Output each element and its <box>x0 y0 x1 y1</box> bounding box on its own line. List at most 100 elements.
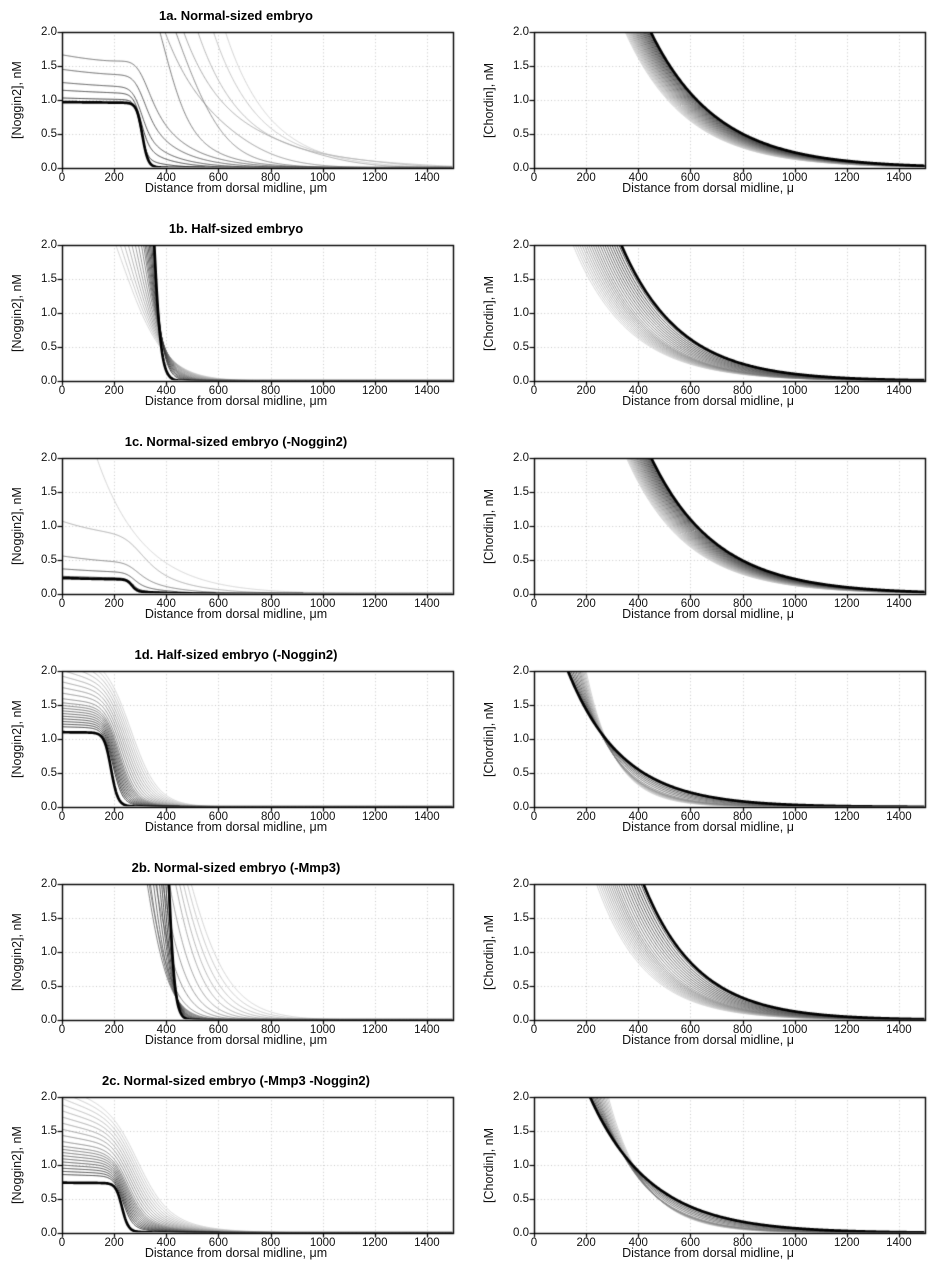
y-tick-label: 1.5 <box>41 59 57 72</box>
y-tick-label: 1.5 <box>41 698 57 711</box>
x-tick-label: 1000 <box>309 1024 336 1036</box>
panel-title: 2c. Normal-sized embryo (-Mmp3 -Noggin2) <box>102 1073 370 1088</box>
x-tick-label: 1400 <box>886 172 912 184</box>
x-tick-label: 600 <box>680 172 700 184</box>
x-tick-label: 800 <box>732 598 753 610</box>
x-tick-label: 1200 <box>834 1024 860 1036</box>
y-tick-label: 2.0 <box>513 25 529 38</box>
x-axis-label: Distance from dorsal midline, μm <box>144 394 328 408</box>
y-tick-label: 2.0 <box>41 25 57 38</box>
x-tick-label: 0 <box>58 172 66 184</box>
x-tick-label: 1200 <box>362 385 388 397</box>
plot-canvas <box>0 852 472 1065</box>
panel-2b-noggin2: 2b. Normal-sized embryo (-Mmp3) [Noggin2]… <box>0 852 472 1065</box>
y-tick-label: 0.5 <box>41 340 57 353</box>
y-tick-label: 1.5 <box>513 272 529 285</box>
plot-canvas <box>0 213 472 426</box>
plot-canvas <box>472 426 944 639</box>
x-tick-label: 200 <box>576 811 596 823</box>
x-tick-label: 1200 <box>834 811 860 823</box>
x-tick-label: 400 <box>156 811 176 823</box>
panel-2c-noggin2: 2c. Normal-sized embryo (-Mmp3 -Noggin2)… <box>0 1065 472 1278</box>
x-tick-label: 800 <box>260 172 281 184</box>
y-tick-label: 1.0 <box>41 945 57 958</box>
x-axis-label: Distance from dorsal midline, μm <box>144 820 328 834</box>
y-tick-label: 0.5 <box>41 127 57 140</box>
y-tick-label: 1.0 <box>513 306 529 319</box>
x-tick-label: 600 <box>208 172 228 184</box>
x-tick-label: 0 <box>58 598 66 610</box>
x-tick-label: 1400 <box>886 1237 912 1249</box>
x-tick-label: 400 <box>628 1237 648 1249</box>
plot-canvas <box>472 0 944 213</box>
x-tick-label: 600 <box>208 385 228 397</box>
x-axis-label: Distance from dorsal midline, μ <box>622 1246 794 1260</box>
x-tick-label: 200 <box>576 385 596 397</box>
y-tick-label: 0.5 <box>41 766 57 779</box>
x-tick-label: 400 <box>628 385 648 397</box>
plot-canvas <box>0 639 472 852</box>
y-tick-label: 2.0 <box>41 664 57 677</box>
x-tick-label: 1000 <box>781 1024 808 1036</box>
x-axis-label: Distance from dorsal midline, μ <box>622 820 794 834</box>
x-tick-label: 0 <box>530 1024 538 1036</box>
y-tick-label: 1.5 <box>513 1124 529 1137</box>
x-tick-label: 1000 <box>781 811 808 823</box>
plot-canvas <box>472 1065 944 1278</box>
plot-canvas <box>0 0 472 213</box>
panel-title: 1b. Half-sized embryo <box>168 221 304 236</box>
x-axis-label: Distance from dorsal midline, μm <box>144 1246 328 1260</box>
x-tick-label: 800 <box>260 385 281 397</box>
y-tick-label: 1.0 <box>513 732 529 745</box>
y-tick-label: 1.5 <box>513 485 529 498</box>
plot-canvas <box>472 852 944 1065</box>
y-tick-label: 1.0 <box>513 945 529 958</box>
x-tick-label: 800 <box>732 1024 753 1036</box>
y-tick-label: 0.0 <box>41 161 57 174</box>
x-tick-label: 800 <box>732 1237 753 1249</box>
x-tick-label: 1400 <box>414 1024 440 1036</box>
x-tick-label: 200 <box>576 598 596 610</box>
y-tick-label: 0.0 <box>41 1013 57 1026</box>
x-tick-label: 1400 <box>886 1024 912 1036</box>
x-tick-label: 1000 <box>309 598 336 610</box>
y-tick-label: 1.5 <box>41 485 57 498</box>
x-tick-label: 0 <box>530 598 538 610</box>
panel-2c-chordin: [Chordin], nM Distance from dorsal midlin… <box>472 1065 944 1278</box>
x-tick-label: 200 <box>104 1024 124 1036</box>
y-tick-label: 1.5 <box>41 272 57 285</box>
y-tick-label: 0.5 <box>513 127 529 140</box>
x-tick-label: 600 <box>208 1024 228 1036</box>
x-tick-label: 0 <box>58 385 66 397</box>
x-tick-label: 1200 <box>834 598 860 610</box>
y-tick-label: 1.0 <box>513 519 529 532</box>
x-tick-label: 0 <box>58 1024 66 1036</box>
x-axis-label: Distance from dorsal midline, μm <box>144 1033 328 1047</box>
y-tick-label: 2.0 <box>41 1090 57 1103</box>
x-tick-label: 600 <box>208 598 228 610</box>
y-tick-label: 1.5 <box>41 911 57 924</box>
x-tick-label: 600 <box>680 811 700 823</box>
x-tick-label: 400 <box>628 1024 648 1036</box>
y-tick-label: 1.0 <box>41 93 57 106</box>
plot-canvas <box>472 639 944 852</box>
x-tick-label: 1400 <box>414 172 440 184</box>
y-tick-label: 0.5 <box>513 1192 529 1205</box>
y-tick-label: 0.5 <box>513 553 529 566</box>
y-tick-label: 1.5 <box>513 59 529 72</box>
x-axis-label: Distance from dorsal midline, μm <box>144 181 328 195</box>
x-tick-label: 1000 <box>309 172 336 184</box>
x-tick-label: 1400 <box>886 385 912 397</box>
x-tick-label: 1000 <box>781 172 808 184</box>
x-tick-label: 1000 <box>309 1237 336 1249</box>
x-tick-label: 1200 <box>834 385 860 397</box>
y-tick-label: 2.0 <box>513 664 529 677</box>
x-tick-label: 200 <box>576 1237 596 1249</box>
x-tick-label: 1200 <box>362 172 388 184</box>
x-tick-label: 200 <box>104 172 124 184</box>
panel-1a-noggin2: 1a. Normal-sized embryo [Noggin2], nM Dist… <box>0 0 472 213</box>
y-tick-label: 2.0 <box>41 238 57 251</box>
x-tick-label: 400 <box>156 1024 176 1036</box>
